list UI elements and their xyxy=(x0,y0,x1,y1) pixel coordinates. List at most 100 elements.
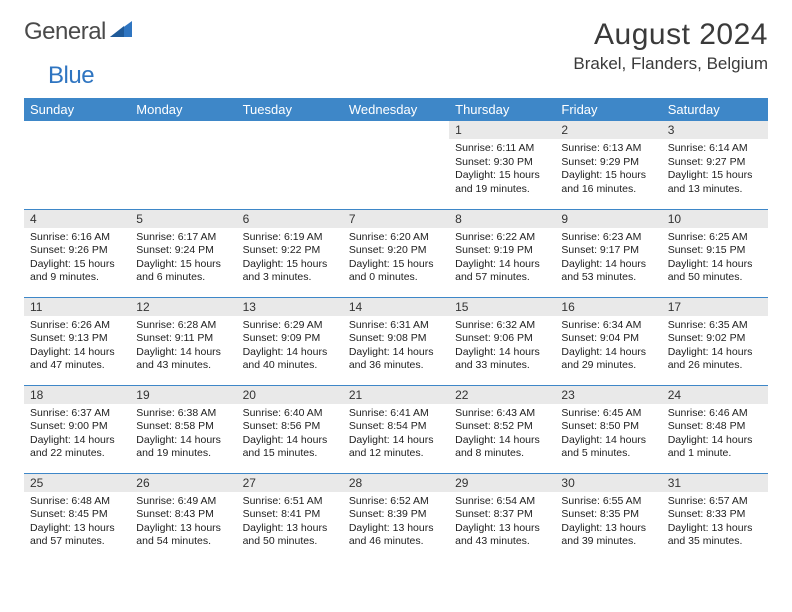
day-details: Sunrise: 6:17 AMSunset: 9:24 PMDaylight:… xyxy=(130,228,236,292)
calendar-week-row: 18Sunrise: 6:37 AMSunset: 9:00 PMDayligh… xyxy=(24,385,768,473)
calendar-day-cell: 27Sunrise: 6:51 AMSunset: 8:41 PMDayligh… xyxy=(237,473,343,561)
sunrise-text: Sunrise: 6:28 AM xyxy=(136,319,230,333)
daylight-line2: and 40 minutes. xyxy=(243,359,337,373)
sunrise-text: Sunrise: 6:31 AM xyxy=(349,319,443,333)
daylight-line1: Daylight: 13 hours xyxy=(668,522,762,536)
daylight-line2: and 3 minutes. xyxy=(243,271,337,285)
sunrise-text: Sunrise: 6:25 AM xyxy=(668,231,762,245)
day-details: Sunrise: 6:54 AMSunset: 8:37 PMDaylight:… xyxy=(449,492,555,556)
sunrise-text: Sunrise: 6:16 AM xyxy=(30,231,124,245)
dayname-header: Monday xyxy=(130,98,236,121)
day-number: 3 xyxy=(662,121,768,139)
calendar-day-cell: 7Sunrise: 6:20 AMSunset: 9:20 PMDaylight… xyxy=(343,209,449,297)
sunrise-text: Sunrise: 6:19 AM xyxy=(243,231,337,245)
day-number: 15 xyxy=(449,298,555,316)
sunset-text: Sunset: 9:02 PM xyxy=(668,332,762,346)
sunrise-text: Sunrise: 6:38 AM xyxy=(136,407,230,421)
calendar-day-cell: 10Sunrise: 6:25 AMSunset: 9:15 PMDayligh… xyxy=(662,209,768,297)
sunset-text: Sunset: 8:58 PM xyxy=(136,420,230,434)
daylight-line1: Daylight: 15 hours xyxy=(455,169,549,183)
daylight-line2: and 39 minutes. xyxy=(561,535,655,549)
day-details: Sunrise: 6:35 AMSunset: 9:02 PMDaylight:… xyxy=(662,316,768,380)
daylight-line2: and 9 minutes. xyxy=(30,271,124,285)
daylight-line1: Daylight: 14 hours xyxy=(561,434,655,448)
day-number: 9 xyxy=(555,210,661,228)
day-number: 16 xyxy=(555,298,661,316)
day-number: 13 xyxy=(237,298,343,316)
daylight-line2: and 54 minutes. xyxy=(136,535,230,549)
daylight-line2: and 57 minutes. xyxy=(455,271,549,285)
daylight-line2: and 53 minutes. xyxy=(561,271,655,285)
calendar-day-cell: 29Sunrise: 6:54 AMSunset: 8:37 PMDayligh… xyxy=(449,473,555,561)
daylight-line2: and 26 minutes. xyxy=(668,359,762,373)
calendar-day-cell: 24Sunrise: 6:46 AMSunset: 8:48 PMDayligh… xyxy=(662,385,768,473)
daylight-line1: Daylight: 14 hours xyxy=(668,346,762,360)
sunset-text: Sunset: 9:11 PM xyxy=(136,332,230,346)
daylight-line2: and 35 minutes. xyxy=(668,535,762,549)
daylight-line2: and 12 minutes. xyxy=(349,447,443,461)
sunrise-text: Sunrise: 6:46 AM xyxy=(668,407,762,421)
calendar-day-cell: 28Sunrise: 6:52 AMSunset: 8:39 PMDayligh… xyxy=(343,473,449,561)
title-block: August 2024 Brakel, Flanders, Belgium xyxy=(573,18,768,74)
daylight-line1: Daylight: 14 hours xyxy=(243,434,337,448)
dayname-header: Saturday xyxy=(662,98,768,121)
day-details: Sunrise: 6:29 AMSunset: 9:09 PMDaylight:… xyxy=(237,316,343,380)
calendar-day-cell: 6Sunrise: 6:19 AMSunset: 9:22 PMDaylight… xyxy=(237,209,343,297)
daylight-line1: Daylight: 14 hours xyxy=(561,346,655,360)
calendar-week-row: 4Sunrise: 6:16 AMSunset: 9:26 PMDaylight… xyxy=(24,209,768,297)
calendar-day-cell: 19Sunrise: 6:38 AMSunset: 8:58 PMDayligh… xyxy=(130,385,236,473)
calendar-day-cell: 12Sunrise: 6:28 AMSunset: 9:11 PMDayligh… xyxy=(130,297,236,385)
day-number: 8 xyxy=(449,210,555,228)
daylight-line2: and 13 minutes. xyxy=(668,183,762,197)
daylight-line1: Daylight: 14 hours xyxy=(455,434,549,448)
logo-triangle-icon xyxy=(110,19,134,39)
day-details: Sunrise: 6:25 AMSunset: 9:15 PMDaylight:… xyxy=(662,228,768,292)
calendar-day-cell: 26Sunrise: 6:49 AMSunset: 8:43 PMDayligh… xyxy=(130,473,236,561)
sunrise-text: Sunrise: 6:48 AM xyxy=(30,495,124,509)
sunrise-text: Sunrise: 6:29 AM xyxy=(243,319,337,333)
sunrise-text: Sunrise: 6:52 AM xyxy=(349,495,443,509)
day-number: 17 xyxy=(662,298,768,316)
daylight-line1: Daylight: 14 hours xyxy=(243,346,337,360)
calendar-day-cell: 5Sunrise: 6:17 AMSunset: 9:24 PMDaylight… xyxy=(130,209,236,297)
daylight-line1: Daylight: 13 hours xyxy=(30,522,124,536)
calendar-day-cell: 14Sunrise: 6:31 AMSunset: 9:08 PMDayligh… xyxy=(343,297,449,385)
calendar-day-cell: 13Sunrise: 6:29 AMSunset: 9:09 PMDayligh… xyxy=(237,297,343,385)
daylight-line2: and 19 minutes. xyxy=(455,183,549,197)
day-details: Sunrise: 6:26 AMSunset: 9:13 PMDaylight:… xyxy=(24,316,130,380)
sunrise-text: Sunrise: 6:37 AM xyxy=(30,407,124,421)
daylight-line2: and 47 minutes. xyxy=(30,359,124,373)
sunset-text: Sunset: 9:30 PM xyxy=(455,156,549,170)
day-number: 19 xyxy=(130,386,236,404)
daylight-line2: and 5 minutes. xyxy=(561,447,655,461)
brand-blue: Blue xyxy=(48,62,94,89)
daylight-line1: Daylight: 14 hours xyxy=(349,434,443,448)
daylight-line1: Daylight: 14 hours xyxy=(349,346,443,360)
day-number: 2 xyxy=(555,121,661,139)
sunrise-text: Sunrise: 6:45 AM xyxy=(561,407,655,421)
dayname-header: Thursday xyxy=(449,98,555,121)
daylight-line1: Daylight: 15 hours xyxy=(30,258,124,272)
daylight-line2: and 46 minutes. xyxy=(349,535,443,549)
sunrise-text: Sunrise: 6:43 AM xyxy=(455,407,549,421)
sunset-text: Sunset: 9:26 PM xyxy=(30,244,124,258)
day-details: Sunrise: 6:55 AMSunset: 8:35 PMDaylight:… xyxy=(555,492,661,556)
day-details: Sunrise: 6:48 AMSunset: 8:45 PMDaylight:… xyxy=(24,492,130,556)
dayname-header: Wednesday xyxy=(343,98,449,121)
day-details: Sunrise: 6:49 AMSunset: 8:43 PMDaylight:… xyxy=(130,492,236,556)
day-details: Sunrise: 6:23 AMSunset: 9:17 PMDaylight:… xyxy=(555,228,661,292)
sunset-text: Sunset: 9:09 PM xyxy=(243,332,337,346)
sunrise-text: Sunrise: 6:55 AM xyxy=(561,495,655,509)
daylight-line1: Daylight: 14 hours xyxy=(668,258,762,272)
sunset-text: Sunset: 8:35 PM xyxy=(561,508,655,522)
sunset-text: Sunset: 8:39 PM xyxy=(349,508,443,522)
daylight-line1: Daylight: 13 hours xyxy=(136,522,230,536)
sunset-text: Sunset: 9:04 PM xyxy=(561,332,655,346)
daylight-line1: Daylight: 13 hours xyxy=(455,522,549,536)
day-number: 6 xyxy=(237,210,343,228)
day-details: Sunrise: 6:19 AMSunset: 9:22 PMDaylight:… xyxy=(237,228,343,292)
day-details: Sunrise: 6:40 AMSunset: 8:56 PMDaylight:… xyxy=(237,404,343,468)
day-number: 21 xyxy=(343,386,449,404)
header-bar: General August 2024 Brakel, Flanders, Be… xyxy=(24,18,768,74)
sunset-text: Sunset: 9:00 PM xyxy=(30,420,124,434)
